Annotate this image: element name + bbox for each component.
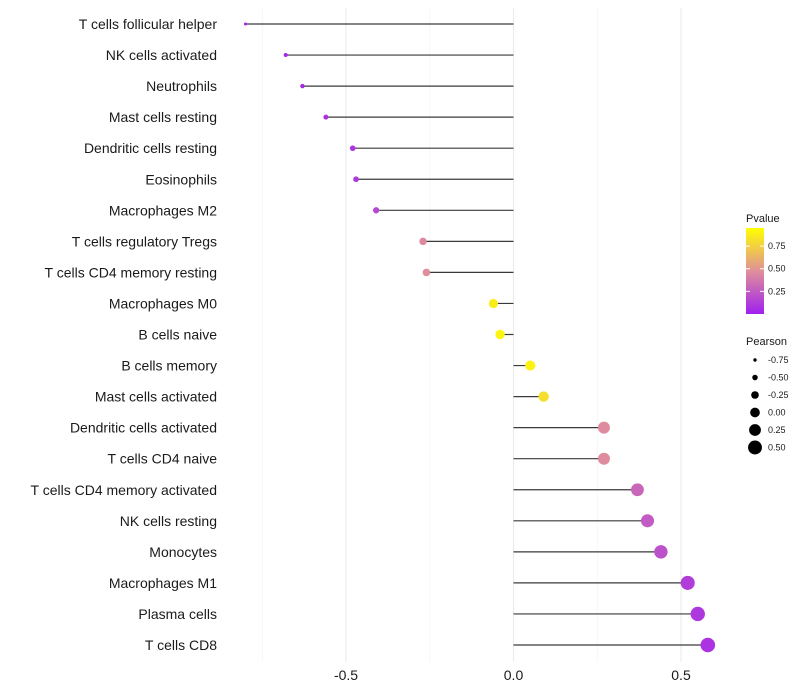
lollipop-dot — [654, 545, 668, 559]
pearson-legend-label: -0.75 — [768, 355, 789, 365]
stem-layer — [245, 23, 708, 646]
y-axis-labels: T cells follicular helper NK cells activa… — [31, 16, 218, 653]
y-axis-label: Macrophages M0 — [109, 295, 217, 311]
lollipop-dot — [323, 114, 329, 120]
y-axis-label: Dendritic cells activated — [70, 420, 217, 436]
lollipop-dot — [488, 298, 499, 309]
pearson-legend-dot — [749, 424, 761, 436]
x-tick-label: 0.5 — [671, 667, 691, 683]
y-axis-label: T cells CD4 memory activated — [31, 482, 217, 498]
pearson-legend-label: 0.00 — [768, 408, 786, 418]
y-axis-label: Monocytes — [149, 544, 217, 560]
y-axis-label: Eosinophils — [145, 171, 217, 187]
lollipop-dot — [300, 83, 305, 89]
pvalue-tick-label: 0.75 — [768, 241, 786, 251]
lollipop-dot — [597, 421, 610, 434]
pearson-legend-title: Pearson — [746, 336, 787, 348]
lollipop-dot — [640, 514, 655, 528]
x-tick-label: -0.5 — [334, 667, 358, 683]
pvalue-tick-label: 0.50 — [768, 264, 786, 274]
lollipop-dot — [700, 637, 716, 653]
pearson-legend-dot — [752, 374, 758, 381]
lollipop-dot — [525, 360, 536, 371]
pearson-legend-label: 0.50 — [768, 443, 786, 453]
lollipop-dot — [419, 237, 427, 246]
pvalue-legend: Pvalue 0.25 0.50 0.75 — [746, 213, 786, 314]
y-axis-label: NK cells activated — [106, 47, 217, 63]
grid-layer — [261, 8, 682, 662]
y-axis-label: Macrophages M1 — [109, 575, 217, 591]
pearson-legend-dot — [753, 358, 757, 362]
lollipop-dot — [422, 268, 431, 277]
lollipop-dot — [631, 483, 644, 497]
y-axis-label: T cells follicular helper — [79, 16, 218, 32]
pvalue-tick-label: 0.25 — [768, 286, 786, 296]
lollipop-dot — [373, 207, 380, 214]
lollipop-dot — [538, 391, 549, 402]
y-axis-label: Plasma cells — [138, 606, 217, 622]
pearson-legend-dot — [750, 407, 760, 418]
dot-layer — [244, 22, 716, 653]
lollipop-dot — [353, 176, 359, 183]
pvalue-legend-title: Pvalue — [746, 213, 780, 225]
y-axis-label: Neutrophils — [146, 78, 217, 94]
x-tick-label: 0.0 — [504, 667, 524, 683]
lollipop-dot — [680, 575, 695, 590]
pearson-legend-dot — [751, 391, 759, 399]
y-axis-label: T cells CD4 naive — [108, 451, 218, 467]
y-axis-label: Mast cells resting — [109, 109, 217, 125]
y-axis-label: B cells memory — [121, 358, 217, 374]
pvalue-colorbar — [746, 228, 764, 314]
pearson-legend-label: 0.25 — [768, 425, 786, 435]
lollipop-dot — [495, 329, 505, 340]
y-axis-label: B cells naive — [138, 327, 217, 343]
lollipop-dot — [244, 22, 247, 26]
pearson-legend: Pearson -0.75 -0.50 -0.25 0.00 0.25 0.50 — [746, 336, 789, 455]
x-axis-ticks: -0.5 0.0 0.5 — [334, 667, 691, 683]
y-axis-label: T cells CD4 memory resting — [45, 264, 217, 280]
pearson-legend-label: -0.50 — [768, 373, 789, 383]
y-axis-label: NK cells resting — [120, 513, 217, 529]
lollipop-dot — [690, 606, 705, 622]
lollipop-dot — [597, 452, 610, 465]
y-axis-label: Macrophages M2 — [109, 202, 217, 218]
pearson-legend-items: -0.75 -0.50 -0.25 0.00 0.25 0.50 — [748, 355, 789, 455]
pvalue-legend-ticks: 0.25 0.50 0.75 — [746, 241, 786, 296]
y-axis-label: Dendritic cells resting — [84, 140, 217, 156]
lollipop-dot — [349, 145, 356, 152]
y-axis-label: T cells CD8 — [145, 637, 217, 653]
lollipop-dot — [283, 53, 288, 58]
y-axis-label: Mast cells activated — [95, 389, 217, 405]
pearson-legend-dot — [748, 440, 762, 455]
pearson-legend-label: -0.25 — [768, 390, 789, 400]
y-axis-label: T cells regulatory Tregs — [72, 233, 217, 249]
